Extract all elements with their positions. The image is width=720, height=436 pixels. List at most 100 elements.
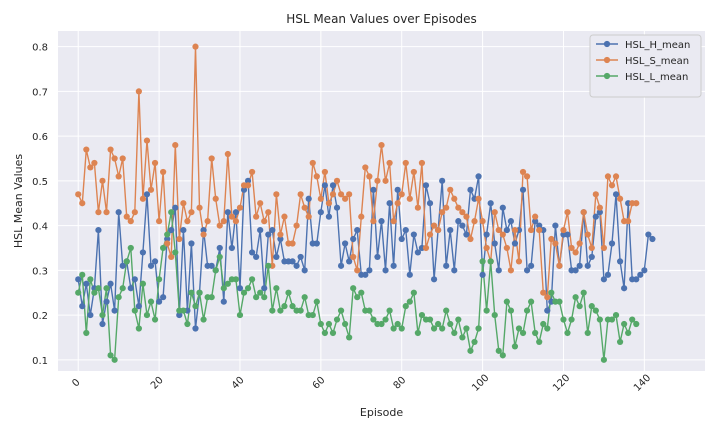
data-point-hsl-h-mean [273,253,280,261]
data-point-hsl-h-mean [588,253,595,261]
data-point-hsl-h-mean [592,213,599,220]
data-point-hsl-h-mean [386,200,393,207]
data-point-hsl-l-mean [528,298,535,305]
data-point-hsl-h-mean [633,276,640,283]
data-point-hsl-l-mean [394,320,401,328]
data-point-hsl-s-mean [540,289,547,296]
data-point-hsl-h-mean [572,267,579,274]
data-point-hsl-s-mean [483,244,490,252]
x-axis-label: Episode [360,406,403,419]
data-point-hsl-l-mean [208,294,215,301]
data-point-hsl-h-mean [75,276,82,283]
data-point-hsl-s-mean [544,294,551,301]
data-point-hsl-h-mean [160,294,167,301]
data-point-hsl-s-mean [208,155,215,162]
data-point-hsl-s-mean [604,173,612,180]
y-tick-label: 0.3 [32,266,48,277]
data-point-hsl-s-mean [422,244,430,252]
data-point-hsl-l-mean [499,352,506,359]
chart-title: HSL Mean Values over Episodes [286,12,477,26]
data-point-hsl-l-mean [511,343,519,350]
data-point-hsl-l-mean [564,329,571,337]
data-point-hsl-l-mean [216,253,223,261]
data-point-hsl-s-mean [447,186,454,193]
data-point-hsl-s-mean [430,222,438,229]
data-point-hsl-s-mean [257,200,264,207]
data-point-hsl-l-mean [325,320,333,328]
data-point-hsl-h-mean [608,240,616,247]
data-point-hsl-s-mean [560,226,567,234]
data-point-hsl-s-mean [103,209,110,216]
data-point-hsl-l-mean [273,285,280,292]
data-point-hsl-h-mean [439,177,446,184]
data-point-hsl-s-mean [180,200,187,207]
data-point-hsl-h-mean [350,235,357,243]
data-point-hsl-l-mean [220,285,227,292]
data-point-hsl-h-mean [451,267,458,274]
data-point-hsl-h-mean [406,271,413,278]
data-point-hsl-h-mean [200,226,207,234]
data-point-hsl-l-mean [455,316,462,323]
data-point-hsl-h-mean [155,298,163,305]
data-point-hsl-h-mean [127,285,134,292]
data-point-hsl-s-mean [580,209,587,216]
data-point-hsl-s-mean [277,231,284,238]
data-point-hsl-s-mean [337,191,345,198]
data-point-hsl-h-mean [641,267,648,274]
data-point-hsl-l-mean [107,352,114,359]
data-point-hsl-s-mean [143,137,151,144]
data-point-hsl-l-mean [119,285,126,292]
data-point-hsl-s-mean [204,218,211,225]
data-point-hsl-l-mean [507,307,514,314]
data-point-hsl-s-mean [491,209,498,216]
data-point-hsl-l-mean [592,307,599,314]
data-point-hsl-l-mean [491,311,498,319]
data-point-hsl-s-mean [495,226,502,234]
data-point-hsl-h-mean [621,285,628,292]
data-point-hsl-h-mean [467,186,474,193]
data-point-hsl-h-mean [604,271,612,278]
data-point-hsl-l-mean [366,307,373,314]
data-point-hsl-s-mean [216,222,223,229]
data-point-hsl-s-mean [212,195,219,202]
data-point-hsl-l-mean [83,329,90,337]
data-point-hsl-h-mean [87,311,94,319]
data-point-hsl-l-mean [139,280,147,287]
data-point-hsl-l-mean [596,316,603,323]
data-point-hsl-s-mean [394,200,401,207]
data-point-hsl-s-mean [164,240,171,247]
data-point-hsl-s-mean [253,213,260,220]
data-point-hsl-h-mean [289,258,296,265]
data-point-hsl-h-mean [253,253,260,261]
data-point-hsl-l-mean [289,303,296,310]
data-point-hsl-s-mean [123,213,130,220]
legend-label-hsl-l-mean: HSL_L_mean [625,72,688,83]
data-point-hsl-l-mean [572,294,579,301]
data-point-hsl-l-mean [111,356,118,363]
y-tick-label: 0.6 [32,132,48,143]
data-point-hsl-l-mean [253,294,260,301]
data-point-hsl-l-mean [297,307,304,314]
data-point-hsl-h-mean [443,262,450,269]
data-point-hsl-s-mean [568,244,575,252]
data-point-hsl-h-mean [115,209,122,216]
data-point-hsl-h-mean [119,262,126,269]
data-point-hsl-h-mean [378,218,385,225]
data-point-hsl-h-mean [139,249,147,256]
data-point-hsl-s-mean [317,195,324,202]
data-point-hsl-s-mean [83,146,90,153]
data-point-hsl-s-mean [168,253,175,261]
data-point-hsl-h-mean [301,267,308,274]
data-point-hsl-h-mean [107,280,114,287]
data-point-hsl-l-mean [612,311,620,319]
data-point-hsl-l-mean [435,320,442,328]
data-point-hsl-h-mean [564,231,571,238]
data-point-hsl-l-mean [333,316,341,323]
data-point-hsl-l-mean [576,303,583,310]
data-point-hsl-h-mean [99,320,106,328]
data-point-hsl-s-mean [390,218,397,225]
data-point-hsl-l-mean [354,294,361,301]
data-point-hsl-h-mean [637,271,644,278]
data-point-hsl-l-mean [87,276,94,283]
